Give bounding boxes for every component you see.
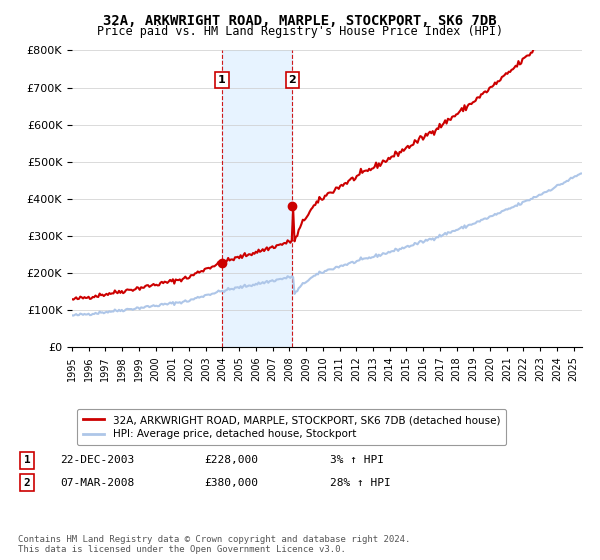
Text: 22-DEC-2003: 22-DEC-2003 [60,455,134,465]
Text: 28% ↑ HPI: 28% ↑ HPI [330,478,391,488]
Text: £228,000: £228,000 [204,455,258,465]
Text: 1: 1 [218,75,226,85]
Text: 3% ↑ HPI: 3% ↑ HPI [330,455,384,465]
Text: 32A, ARKWRIGHT ROAD, MARPLE, STOCKPORT, SK6 7DB: 32A, ARKWRIGHT ROAD, MARPLE, STOCKPORT, … [103,14,497,28]
Text: £380,000: £380,000 [204,478,258,488]
Text: Contains HM Land Registry data © Crown copyright and database right 2024.
This d: Contains HM Land Registry data © Crown c… [18,535,410,554]
Legend: 32A, ARKWRIGHT ROAD, MARPLE, STOCKPORT, SK6 7DB (detached house), HPI: Average p: 32A, ARKWRIGHT ROAD, MARPLE, STOCKPORT, … [77,409,506,445]
Text: 07-MAR-2008: 07-MAR-2008 [60,478,134,488]
Text: 2: 2 [289,75,296,85]
Text: 2: 2 [23,478,31,488]
Bar [222,50,292,347]
Text: 1: 1 [23,455,31,465]
Text: Price paid vs. HM Land Registry's House Price Index (HPI): Price paid vs. HM Land Registry's House … [97,25,503,38]
